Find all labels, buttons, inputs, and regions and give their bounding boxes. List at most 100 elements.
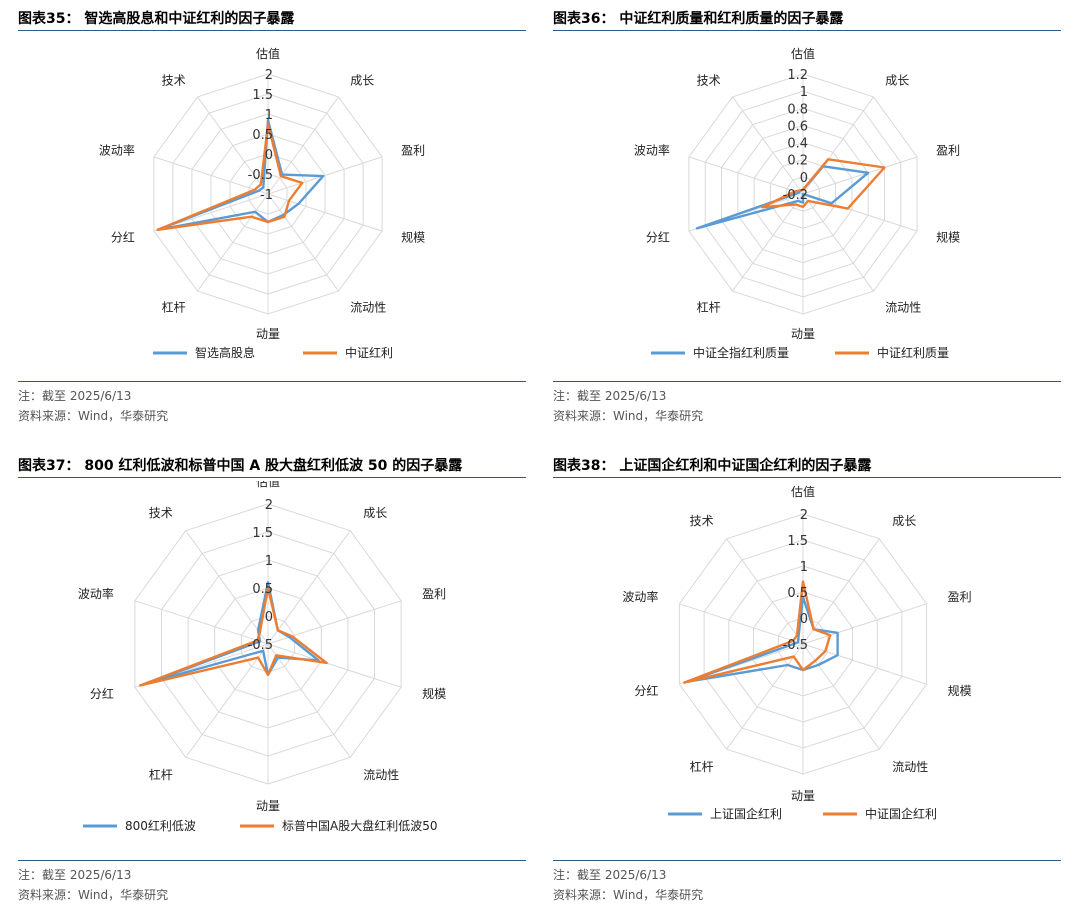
tick-label: 1.2 <box>787 68 808 83</box>
footer-divider <box>18 381 526 382</box>
tick-label: 0.5 <box>787 586 808 601</box>
category-label: 动量 <box>256 799 280 813</box>
chart-title: 图表36： 中证红利质量和红利质量的因子暴露 <box>553 11 844 27</box>
tick-label: 0.4 <box>787 137 808 152</box>
series-line-2 <box>156 122 304 232</box>
category-label: 杠杆 <box>149 767 173 782</box>
category-label: 流动性 <box>350 300 386 314</box>
tick-label: -1 <box>260 188 273 203</box>
axis-spoke <box>802 643 927 685</box>
category-label: 技术 <box>690 514 714 528</box>
category-label: 盈利 <box>948 590 972 604</box>
tick-label: 1 <box>265 108 273 123</box>
series-line-1 <box>156 118 325 232</box>
tick-label: 0.2 <box>787 154 808 169</box>
axis-spoke <box>267 156 383 195</box>
chart-note: 注：截至 2025/6/13 <box>553 389 667 403</box>
title-divider <box>553 477 1061 478</box>
category-label: 波动率 <box>99 143 135 158</box>
axis-spoke <box>726 538 804 645</box>
title-divider <box>18 477 526 478</box>
axis-spoke <box>134 600 269 645</box>
axis-spoke <box>802 603 927 645</box>
axis-spoke <box>267 530 351 645</box>
axis-spoke <box>267 643 351 758</box>
footer-divider <box>18 860 526 861</box>
legend-label: 中证全指红利质量 <box>693 345 789 360</box>
category-label: 盈利 <box>936 144 960 158</box>
axis-spoke <box>267 643 402 688</box>
footer-divider <box>553 860 1061 861</box>
legend-label: 智选高股息 <box>195 345 255 360</box>
tick-label: -0.5 <box>248 168 273 183</box>
tick-label: 1 <box>265 554 273 569</box>
tick-label: 2 <box>265 68 273 83</box>
chart-title: 图表37： 800 红利低波和标普中国 A 股大盘红利低波 50 的因子暴露 <box>18 458 463 474</box>
category-label: 流动性 <box>363 768 399 782</box>
chart-source: 资料来源：Wind，华泰研究 <box>553 409 704 423</box>
tick-label: 0.5 <box>252 582 273 597</box>
tick-label: 0 <box>800 171 808 186</box>
chart-source: 资料来源：Wind，华泰研究 <box>18 409 169 423</box>
footer-divider <box>553 381 1061 382</box>
axis-spoke <box>153 156 269 195</box>
tick-label: 1 <box>800 560 808 575</box>
category-label: 技术 <box>149 506 173 520</box>
category-label: 规模 <box>401 229 425 244</box>
category-label: 规模 <box>422 686 446 701</box>
series-line-2 <box>683 580 832 684</box>
category-label: 波动率 <box>634 143 670 158</box>
category-label: 分红 <box>634 683 658 698</box>
category-label: 杠杆 <box>690 759 714 774</box>
axis-spoke <box>732 96 804 195</box>
tick-label: 0.6 <box>787 119 808 134</box>
axis-spoke <box>197 193 269 292</box>
legend-label: 800红利低波 <box>125 818 196 833</box>
axis-spoke <box>267 193 383 232</box>
tick-label: 0 <box>800 612 808 627</box>
axis-spoke <box>185 643 269 758</box>
chart-note: 注：截至 2025/6/13 <box>18 389 132 403</box>
series-line-2 <box>138 586 328 687</box>
category-label: 流动性 <box>892 760 928 774</box>
chart-note: 注：截至 2025/6/13 <box>18 868 132 882</box>
category-label: 成长 <box>885 74 909 88</box>
chart-title: 图表38： 上证国企红利和中证国企红利的因子暴露 <box>553 458 872 474</box>
category-label: 波动率 <box>78 586 114 601</box>
chart-title: 图表35： 智选高股息和中证红利的因子暴露 <box>18 11 295 27</box>
tick-label: 0 <box>265 610 273 625</box>
category-label: 技术 <box>697 74 721 88</box>
tick-label: 1.5 <box>787 534 808 549</box>
chart-panel-35: 图表35： 智选高股息和中证红利的因子暴露 2 1.5 1 0.5 0 -0.5 -1 估值成… <box>18 8 526 428</box>
category-label: 成长 <box>363 506 387 520</box>
category-label: 分红 <box>646 229 670 244</box>
axis-spoke <box>679 603 804 645</box>
tick-label: 2 <box>265 498 273 513</box>
axis-spoke <box>732 193 804 292</box>
legend-label: 标普中国A股大盘红利低波50 <box>282 818 437 833</box>
category-label: 分红 <box>111 229 135 244</box>
tick-label: -0.5 <box>783 638 808 653</box>
tick-label: -0.5 <box>248 638 273 653</box>
chart-source: 资料来源：Wind，华泰研究 <box>18 888 169 902</box>
category-label: 技术 <box>162 74 186 88</box>
axis-spoke <box>802 538 880 645</box>
category-label: 成长 <box>350 74 374 88</box>
tick-label: 1 <box>800 85 808 100</box>
title-divider <box>553 30 1061 31</box>
chart-panel-38: 图表38： 上证国企红利和中证国企红利的因子暴露 2 1.5 1 0.5 0 -0.5 估值… <box>553 455 1061 905</box>
chart-note: 注：截至 2025/6/13 <box>553 868 667 882</box>
series-line-1 <box>685 595 839 684</box>
category-label: 盈利 <box>422 587 446 601</box>
category-label: 成长 <box>892 514 916 528</box>
category-label: 估值 <box>791 46 815 61</box>
legend-label: 中证红利质量 <box>877 345 949 360</box>
series-line-2 <box>760 158 886 210</box>
chart-panel-37: 图表37： 800 红利低波和标普中国 A 股大盘红利低波 50 的因子暴露 2… <box>18 455 526 905</box>
tick-label: 2 <box>800 508 808 523</box>
tick-label: 0.8 <box>787 102 808 117</box>
category-label: 流动性 <box>885 300 921 314</box>
chart-panel-36: 图表36： 中证红利质量和红利质量的因子暴露 1.2 1 0.8 0.6 0.4 0.2 0… <box>553 8 1061 428</box>
